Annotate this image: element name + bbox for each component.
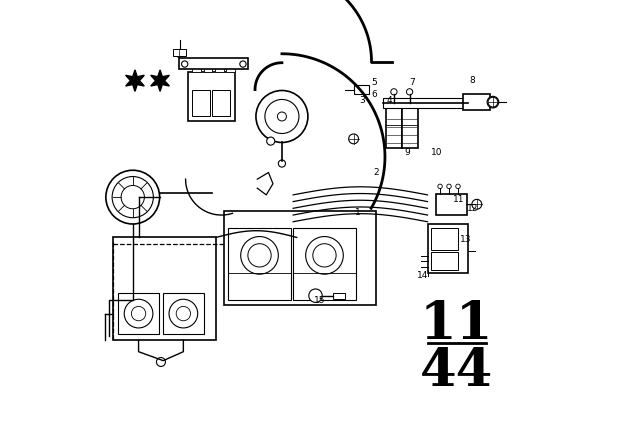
Bar — [212, 90, 230, 116]
Text: 4: 4 — [387, 96, 392, 105]
Bar — [401, 108, 418, 148]
Bar — [179, 58, 248, 69]
Circle shape — [406, 89, 413, 95]
Bar — [436, 194, 467, 215]
Bar — [192, 66, 201, 72]
Circle shape — [349, 134, 358, 144]
Bar — [383, 98, 468, 108]
Text: 9: 9 — [404, 148, 410, 157]
Text: 11: 11 — [453, 195, 465, 204]
Text: 5: 5 — [371, 78, 376, 87]
Bar — [353, 85, 369, 94]
Circle shape — [241, 237, 278, 274]
Circle shape — [267, 137, 275, 145]
Circle shape — [313, 244, 336, 267]
Circle shape — [488, 97, 498, 107]
Bar — [173, 49, 186, 56]
Circle shape — [182, 61, 188, 67]
Circle shape — [278, 160, 285, 167]
Text: 11: 11 — [420, 299, 493, 350]
Text: 13: 13 — [460, 235, 471, 244]
Text: 15: 15 — [314, 296, 326, 305]
Bar — [215, 66, 224, 72]
Circle shape — [121, 185, 145, 209]
Text: 8: 8 — [470, 76, 475, 85]
Text: 3: 3 — [360, 96, 365, 105]
Circle shape — [487, 96, 499, 108]
Circle shape — [112, 177, 154, 218]
Text: 12: 12 — [467, 204, 478, 213]
Text: 7: 7 — [409, 78, 415, 87]
Bar — [224, 211, 376, 305]
Bar — [163, 293, 204, 334]
Polygon shape — [125, 70, 144, 91]
Circle shape — [438, 184, 442, 189]
Circle shape — [265, 99, 299, 134]
Circle shape — [124, 299, 153, 328]
Circle shape — [157, 358, 165, 366]
Bar — [428, 224, 468, 273]
Polygon shape — [151, 70, 170, 91]
Text: 44: 44 — [420, 346, 493, 397]
Circle shape — [473, 201, 481, 208]
Text: 2: 2 — [373, 168, 379, 177]
Circle shape — [169, 299, 198, 328]
Circle shape — [131, 306, 146, 321]
Bar — [113, 237, 216, 340]
Circle shape — [447, 184, 451, 189]
Text: 14: 14 — [417, 271, 429, 280]
Bar — [431, 228, 458, 250]
Circle shape — [306, 237, 343, 274]
Bar — [431, 252, 458, 270]
Circle shape — [106, 170, 159, 224]
Bar — [293, 228, 356, 300]
Circle shape — [391, 89, 397, 95]
Bar — [228, 228, 291, 300]
Circle shape — [240, 61, 246, 67]
Circle shape — [278, 112, 287, 121]
Bar — [204, 66, 212, 72]
Bar — [463, 94, 490, 110]
Circle shape — [472, 199, 482, 209]
Circle shape — [456, 184, 460, 189]
Text: 6: 6 — [371, 90, 376, 99]
Text: 10: 10 — [431, 148, 442, 157]
Bar — [333, 293, 344, 299]
Bar — [188, 72, 235, 121]
Text: 1: 1 — [355, 208, 361, 217]
Circle shape — [176, 50, 183, 57]
Bar — [192, 90, 210, 116]
Circle shape — [256, 90, 308, 142]
Bar — [118, 293, 159, 334]
Circle shape — [176, 306, 191, 321]
Bar — [386, 108, 402, 148]
Circle shape — [248, 244, 271, 267]
Bar — [226, 66, 235, 72]
Circle shape — [308, 289, 323, 302]
